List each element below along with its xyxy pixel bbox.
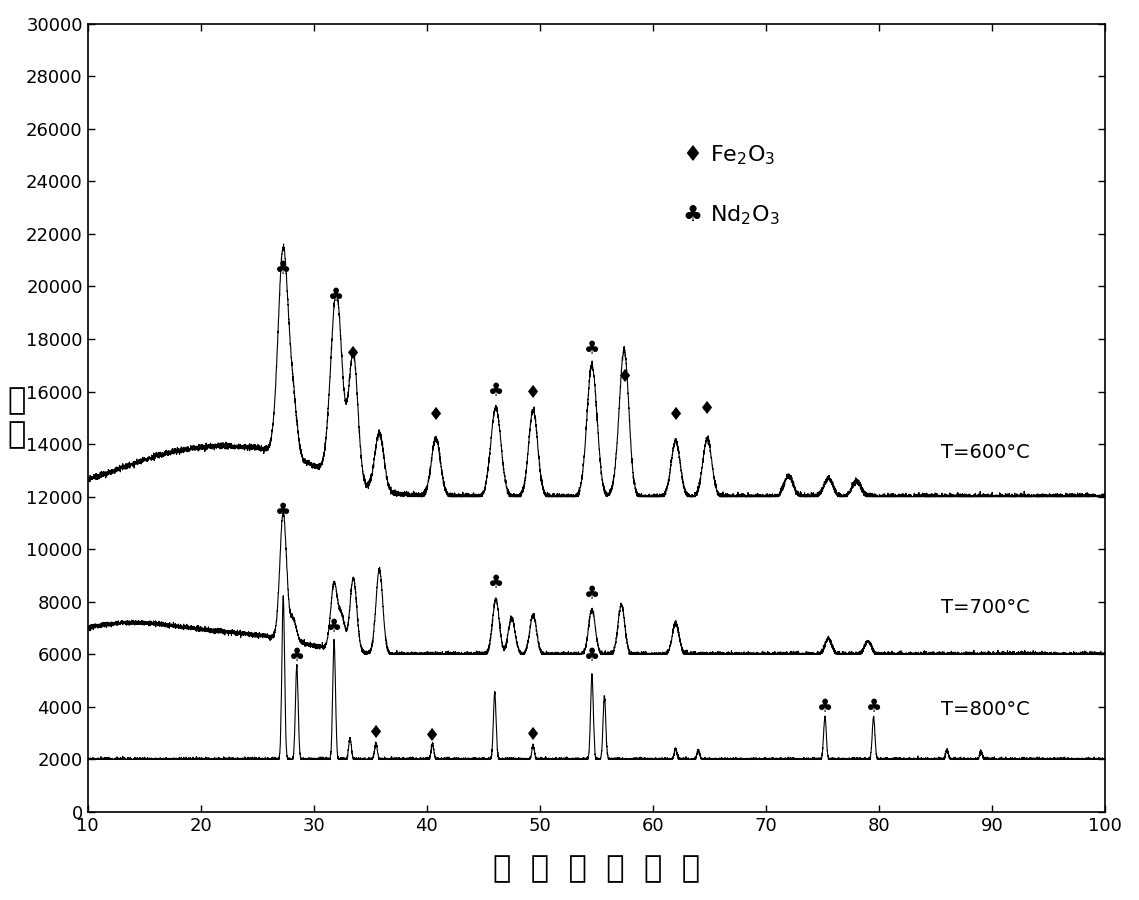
Text: ♣: ♣ <box>289 647 305 665</box>
Text: Fe$_2$O$_3$: Fe$_2$O$_3$ <box>710 143 775 166</box>
Text: ♣: ♣ <box>584 585 600 603</box>
Text: ♦: ♦ <box>428 407 444 425</box>
Text: T=800°C: T=800°C <box>942 700 1030 719</box>
Text: ♦: ♦ <box>667 407 683 425</box>
Text: ♦: ♦ <box>616 368 633 386</box>
Text: Nd$_2$O$_3$: Nd$_2$O$_3$ <box>710 203 779 228</box>
Text: ♣: ♣ <box>817 698 833 716</box>
Text: ♣: ♣ <box>276 502 292 520</box>
Text: ♣: ♣ <box>682 205 703 226</box>
Text: ♣: ♣ <box>866 698 882 716</box>
Text: T=600°C: T=600°C <box>942 443 1030 462</box>
Text: T=700°C: T=700°C <box>942 598 1030 616</box>
Text: ♣: ♣ <box>326 618 342 636</box>
Text: ♣: ♣ <box>584 341 600 359</box>
Text: ♣: ♣ <box>328 287 344 305</box>
X-axis label: 衍  射  角  （  度  ）: 衍 射 角 （ 度 ） <box>493 854 700 883</box>
Text: ♦: ♦ <box>682 145 703 165</box>
Text: ♦: ♦ <box>425 727 441 745</box>
Y-axis label: 强
度: 强 度 <box>7 386 25 449</box>
Text: ♣: ♣ <box>487 574 503 592</box>
Text: ♣: ♣ <box>276 261 292 279</box>
Text: ♣: ♣ <box>487 382 503 400</box>
Text: ♦: ♦ <box>525 384 541 402</box>
Text: ♦: ♦ <box>368 724 384 742</box>
Text: ♦: ♦ <box>699 400 715 418</box>
Text: ♣: ♣ <box>584 647 600 665</box>
Text: ♦: ♦ <box>525 725 541 743</box>
Text: ♦: ♦ <box>345 345 361 363</box>
